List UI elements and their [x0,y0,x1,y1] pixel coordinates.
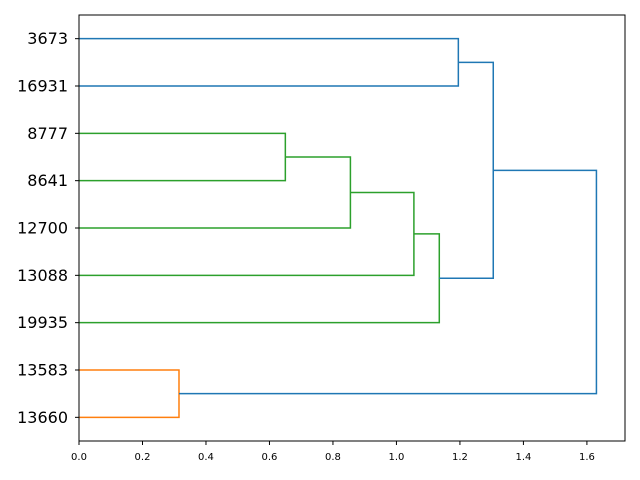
dendrogram-links [79,37,598,419]
dendrogram-link [79,233,441,324]
dendrogram-link [79,156,352,229]
leaf-label: 8641 [27,171,68,190]
leaf-label: 19935 [17,313,68,332]
dendrogram-link [178,169,598,395]
leaf-label: 3673 [27,29,68,48]
x-tick-label: 0.8 [325,452,341,463]
leaf-label: 16931 [17,77,68,96]
x-tick-label: 0.2 [135,452,151,463]
dendrogram-link [79,37,460,87]
leaf-label: 13088 [17,266,68,285]
y-axis-leaf-labels: 3673 16931 8777 8641 12700 13088 19935 13583 136… [17,29,79,427]
x-tick-label: 1.4 [515,452,531,463]
leaf-label: 8777 [27,124,68,143]
dendrogram-link [79,132,287,182]
x-tick-label: 0.0 [71,452,87,463]
leaf-label: 13583 [17,361,68,380]
x-tick-label: 0.6 [262,452,278,463]
dendrogram-link [439,61,495,280]
leaf-label: 12700 [17,219,68,238]
x-tick-label: 0.4 [198,452,214,463]
dendrogram-link [79,191,415,277]
x-tick-label: 1.2 [452,452,468,463]
x-axis-ticks: 0.0 0.2 0.4 0.6 0.8 1.0 1.2 1.4 1.6 [71,441,595,463]
leaf-label: 13660 [17,408,68,427]
x-tick-label: 1.0 [388,452,404,463]
x-tick-label: 1.6 [579,452,595,463]
dendrogram-link [79,369,180,419]
